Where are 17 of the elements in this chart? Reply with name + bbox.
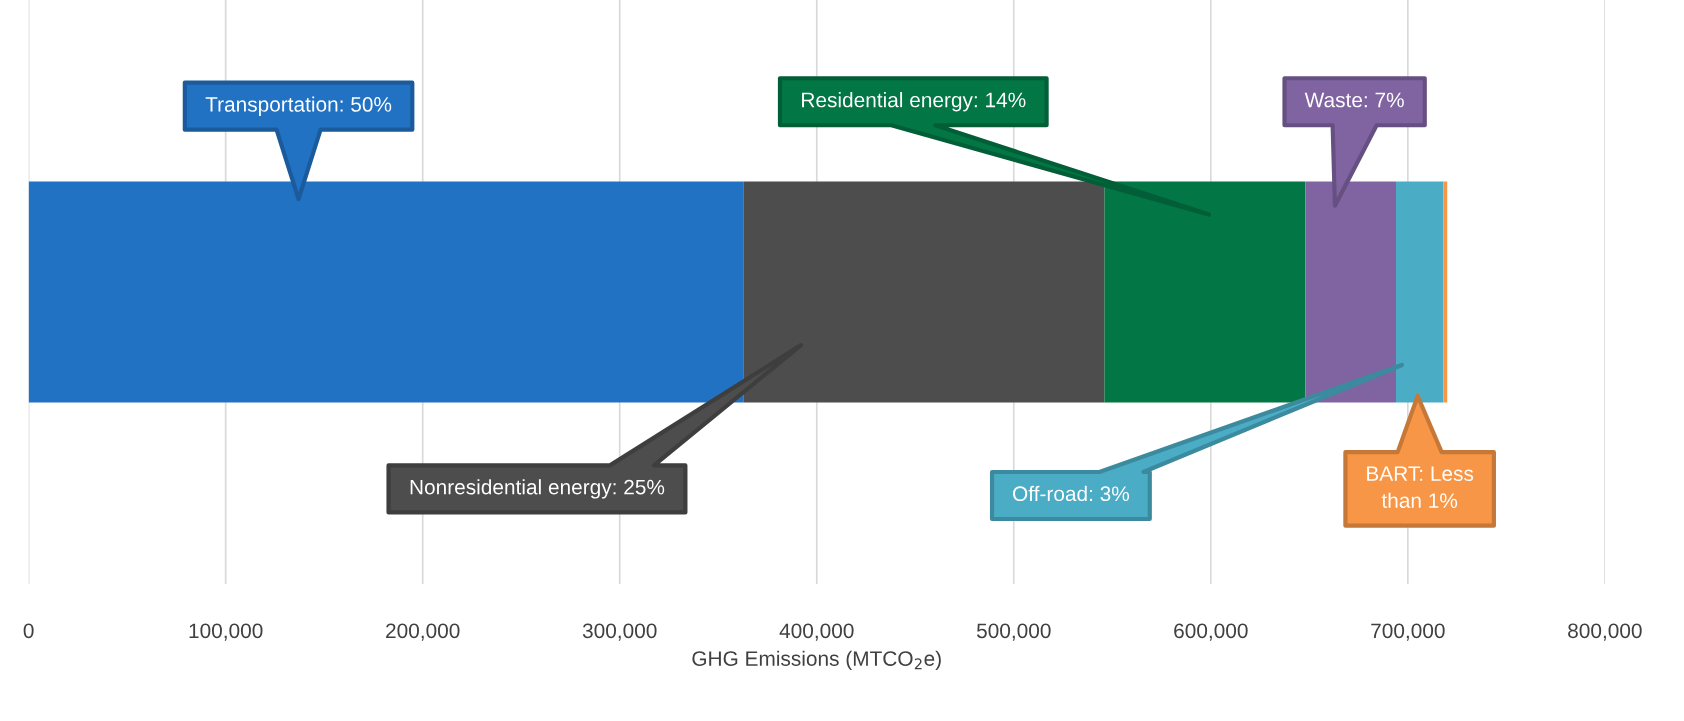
x-tick-label: 0: [23, 623, 34, 639]
annotation: Off-road: 3%: [1013, 485, 1130, 502]
x-tick-label: 200,000: [386, 623, 460, 641]
x-tick-label: 100,000: [189, 623, 263, 641]
x-tick-label: 600,000: [1174, 623, 1248, 641]
annotation: Waste: 7%: [1304, 92, 1404, 108]
x-axis-title: GHG Emissions (MTCO$_{2}$e): [692, 650, 941, 671]
annotation: Transportation: 50%: [205, 96, 392, 116]
annotation: Residential energy: 14%: [802, 92, 1026, 112]
x-tick-label: 700,000: [1371, 623, 1445, 641]
x-tick-label: 400,000: [779, 623, 854, 641]
annotation: Nonresidential energy: 25%: [410, 479, 665, 499]
x-tick-label: 500,000: [976, 623, 1051, 641]
x-tick-label: 800,000: [1568, 623, 1642, 641]
bar: [1443, 181, 1448, 403]
annotation: BART: Less than 1%: [1367, 466, 1474, 508]
x-tick-label: 300,000: [582, 623, 657, 641]
